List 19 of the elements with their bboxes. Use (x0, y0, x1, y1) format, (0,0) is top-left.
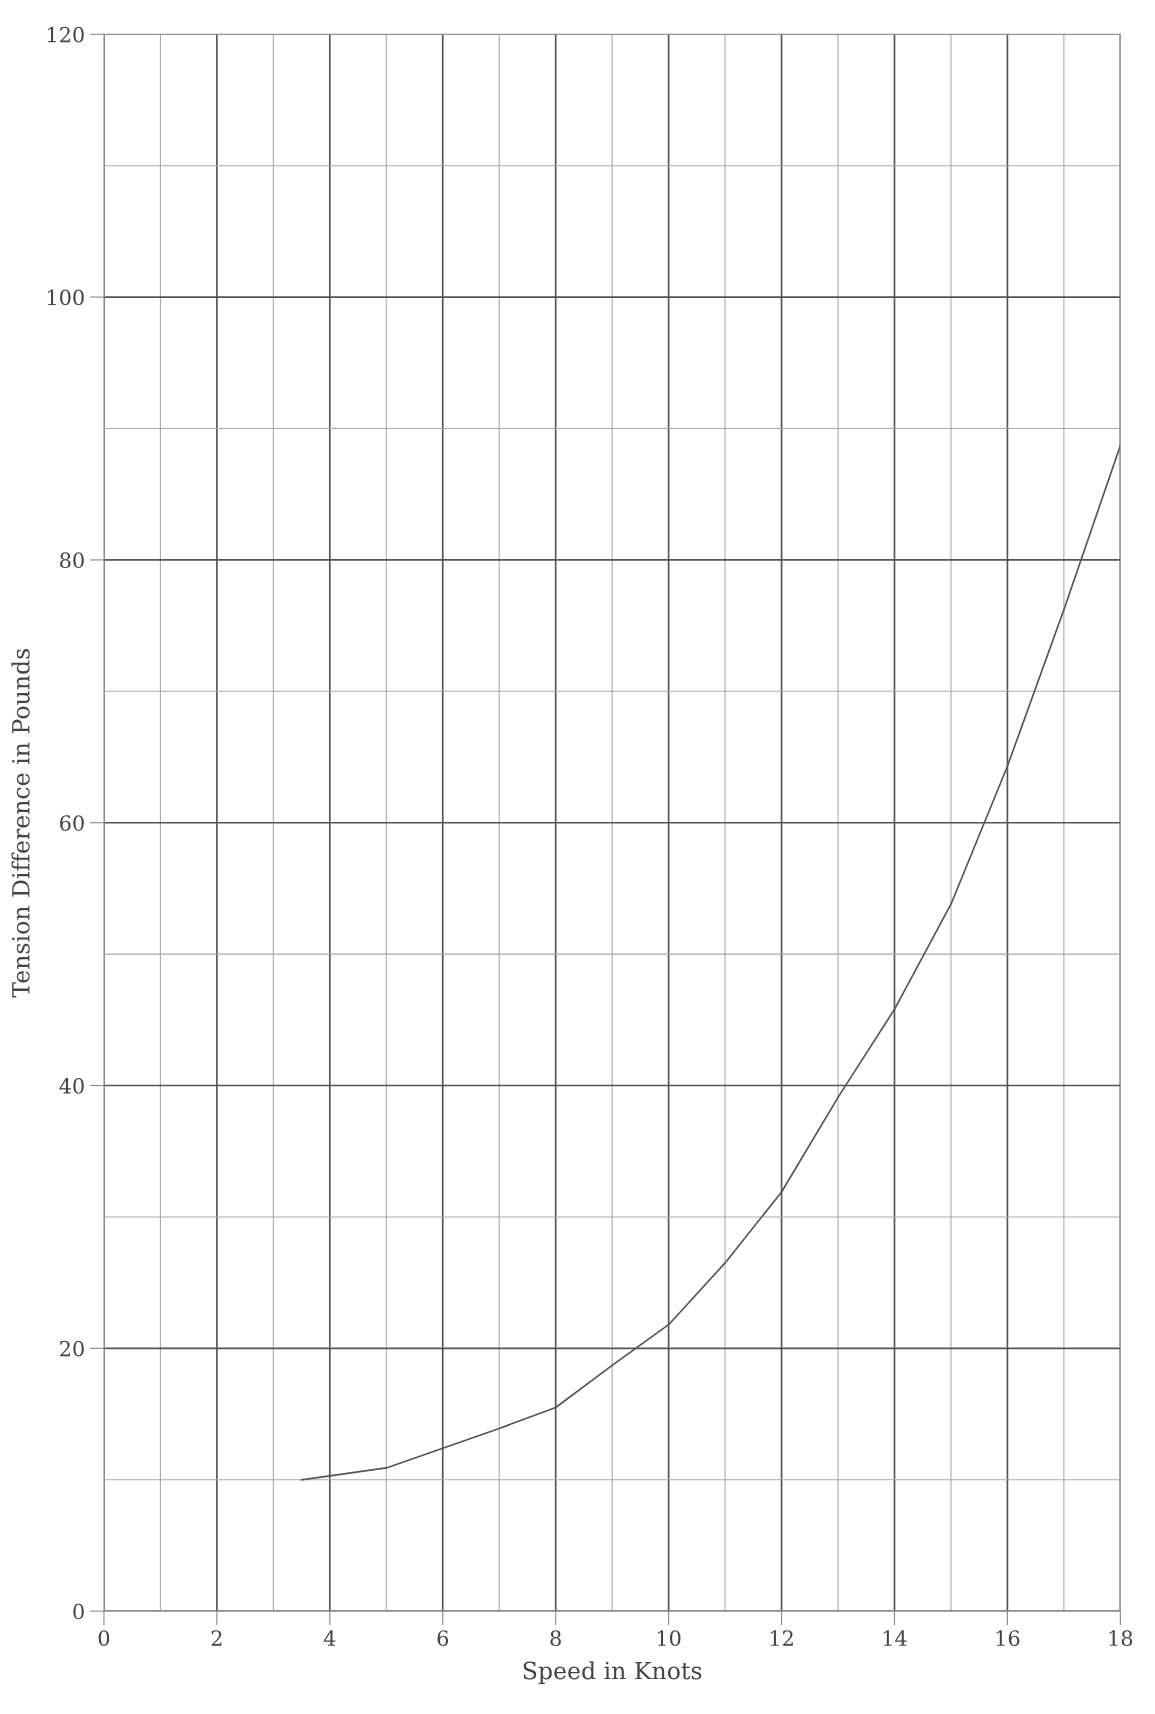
x-tick-label: 0 (98, 1630, 110, 1647)
y-tick-label: 60 (60, 815, 84, 831)
y-axis-title: Tension Difference in Pounds (11, 649, 30, 998)
x-tick-label: 2 (211, 1630, 222, 1646)
x-tick-label: 12 (770, 1630, 793, 1646)
x-tick-label: 4 (323, 1630, 336, 1646)
x-tick-label: 8 (550, 1630, 561, 1647)
x-tick-label: 16 (996, 1630, 1020, 1647)
y-tick-label: 100 (47, 289, 84, 306)
y-tick-label: 20 (60, 1340, 84, 1357)
x-tick-label: 6 (437, 1630, 449, 1647)
y-tick-label: 40 (59, 1077, 84, 1094)
x-tick-label: 18 (1109, 1630, 1133, 1647)
x-tick-label: 14 (883, 1630, 907, 1646)
x-tick-label: 10 (657, 1630, 681, 1647)
x-axis-title: Speed in Knots (523, 1661, 702, 1685)
y-tick-label: 0 (73, 1603, 84, 1620)
y-tick-label: 120 (47, 26, 84, 43)
y-tick-label: 80 (60, 552, 84, 569)
